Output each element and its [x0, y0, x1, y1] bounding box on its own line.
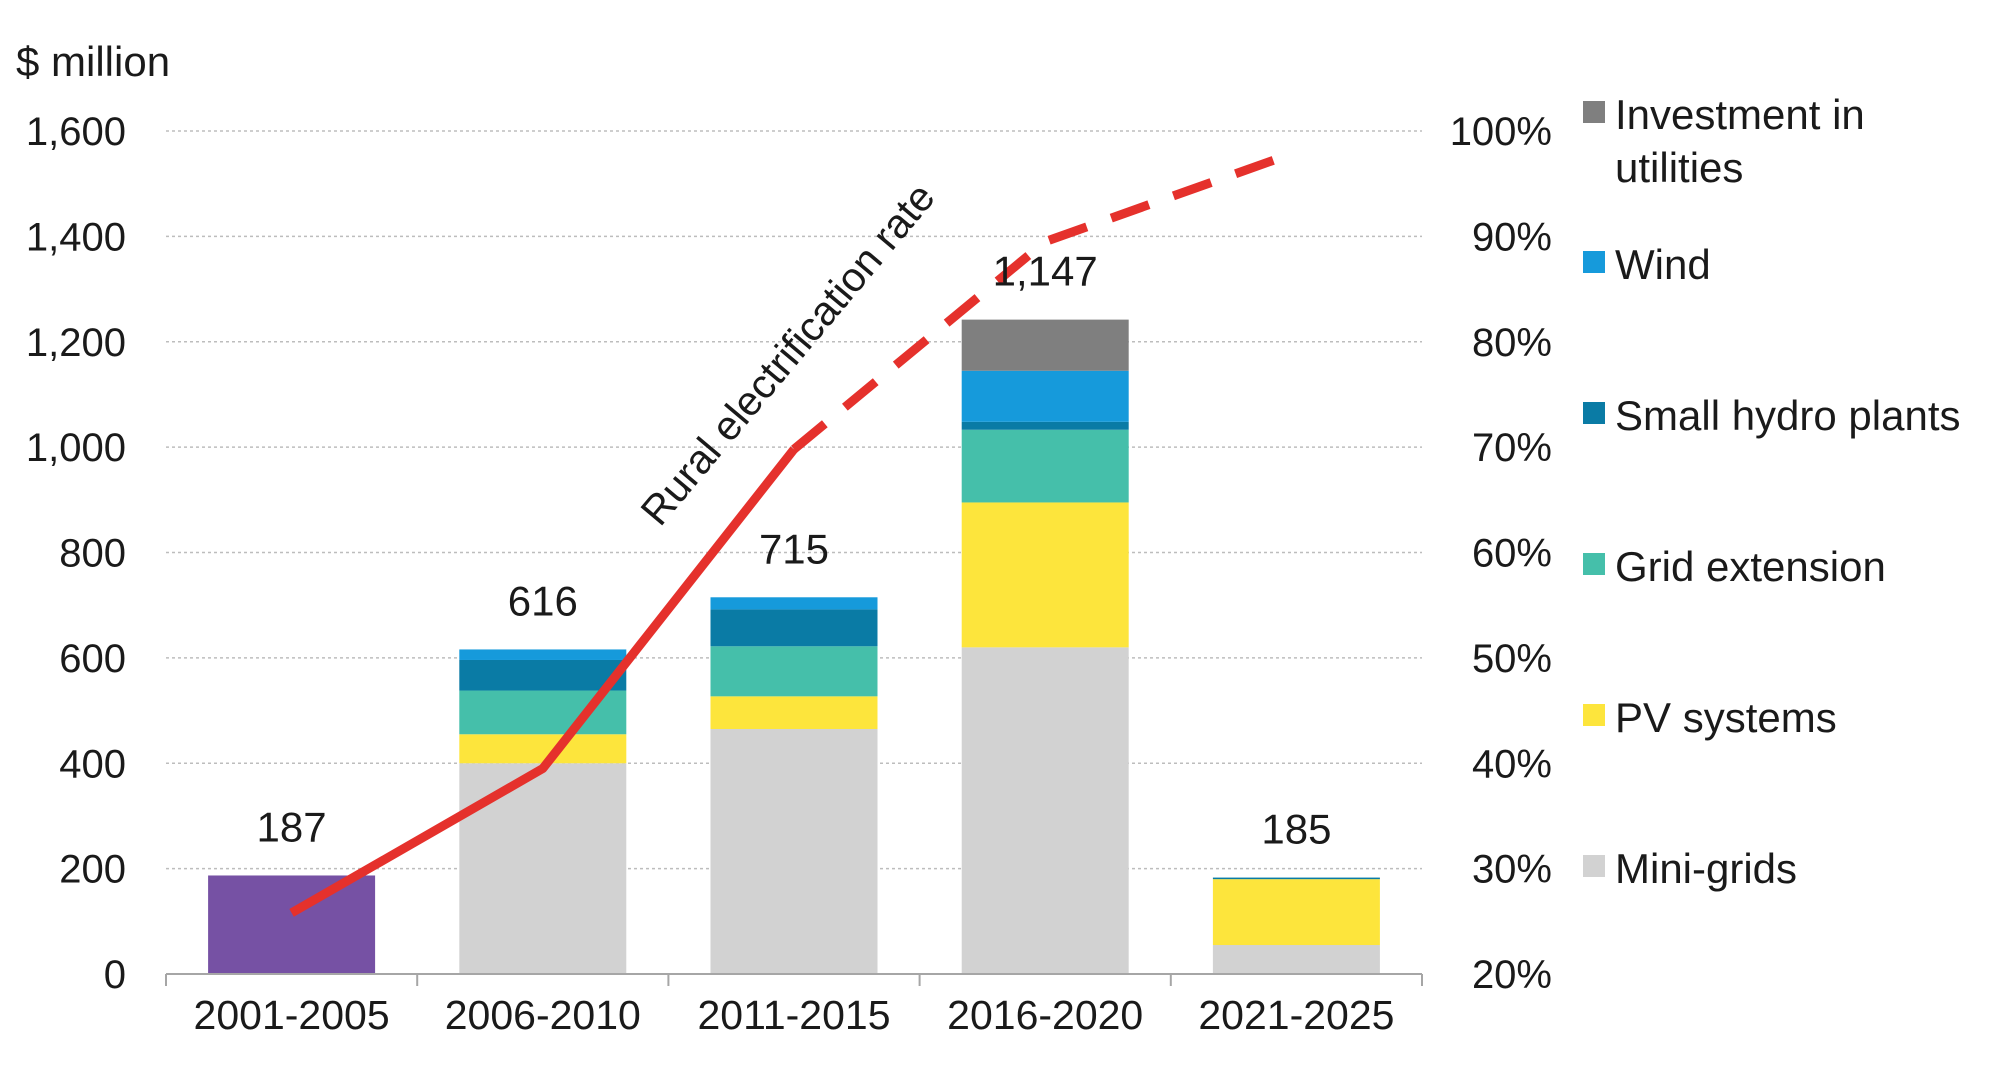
y2-tick-label: 30% — [1472, 848, 1552, 892]
bar-total-label: 1,147 — [993, 248, 1098, 295]
y-tick-label: 1,600 — [26, 110, 126, 154]
legend-swatch — [1583, 855, 1605, 877]
bar-segment-mini-grids — [710, 729, 878, 974]
label-layer: 0 200 400 600 800 1,000 1,200 1,400 1,600 20% 30% 4… — [26, 110, 1552, 1038]
bar-stack-group — [208, 319, 1380, 974]
bar-segment-pv-systems — [459, 734, 627, 764]
x-category-label: 2016-2020 — [947, 992, 1143, 1038]
y-tick-label: 600 — [59, 637, 126, 681]
legend-swatch — [1583, 251, 1605, 273]
legend-swatch — [1583, 704, 1605, 726]
electrification-line-layer — [289, 147, 1298, 917]
bar-segment-mini-grids — [1212, 945, 1380, 974]
bar-total-label: 185 — [1261, 806, 1331, 853]
y2-tick-label: 70% — [1472, 426, 1552, 470]
y-tick-label: 0 — [104, 953, 126, 997]
bar-segment-wind — [459, 649, 627, 660]
bar-segment-investment-in-utilities — [961, 319, 1129, 371]
legend-label: Investment in utilities — [1615, 91, 1865, 191]
y2-tick-label: 80% — [1472, 321, 1552, 365]
x-category-label: 2001-2005 — [194, 992, 390, 1038]
legend-swatch — [1583, 553, 1605, 575]
axes — [165, 973, 1423, 986]
legend-label: Wind — [1615, 241, 1711, 288]
y-axis-unit-label: $ million — [16, 38, 170, 85]
legend-swatch — [1583, 101, 1605, 123]
y2-tick-label: 100% — [1450, 110, 1552, 154]
y-tick-label: 800 — [59, 532, 126, 576]
bar-total-label: 616 — [508, 577, 578, 624]
y-tick-label: 1,400 — [26, 215, 126, 259]
legend-label: PV systems — [1615, 694, 1837, 741]
bar-segment-mini-grids — [961, 647, 1129, 974]
legend-label: Grid extension — [1615, 543, 1886, 590]
y2-tick-label: 90% — [1472, 215, 1552, 259]
y-tick-label: 1,000 — [26, 426, 126, 470]
bar-segment-mini-grids — [459, 763, 627, 974]
bar-segment-small-hydro-plants — [1212, 877, 1380, 880]
y-tick-label: 200 — [59, 848, 126, 892]
y2-tick-label: 40% — [1472, 742, 1552, 786]
legend: Investment in utilities Wind Small hydro pl… — [1583, 91, 1961, 892]
bar-segment-wind — [961, 370, 1129, 422]
bar-segment-pv-systems — [961, 502, 1129, 648]
x-category-label: 2006-2010 — [445, 992, 641, 1038]
y2-tick-label: 60% — [1472, 532, 1552, 576]
line-annotation: Rural electrification rate — [632, 174, 944, 533]
electrification-line-solid — [289, 446, 798, 917]
bar-segment-small-hydro-plants — [710, 609, 878, 647]
y2-tick-label: 50% — [1472, 637, 1552, 681]
y2-tick-label: 20% — [1472, 953, 1552, 997]
bar-segment-grid-extension — [710, 646, 878, 697]
bar-segment-pv-systems — [1212, 879, 1380, 946]
bar-segment-pv-systems — [710, 696, 878, 730]
bar-total-label: 187 — [257, 803, 327, 850]
bar-total-label: 715 — [759, 525, 829, 572]
legend-label: Mini-grids — [1615, 845, 1797, 892]
legend-label: Small hydro plants — [1615, 392, 1961, 439]
y-tick-label: 400 — [59, 742, 126, 786]
legend-swatch — [1583, 402, 1605, 424]
x-category-label: 2011-2015 — [697, 992, 890, 1038]
y-tick-label: 1,200 — [26, 321, 126, 365]
gridlines — [166, 130, 1422, 870]
bar-segment-small-hydro-plants — [459, 659, 627, 691]
bar-segment-unspecified — [208, 875, 376, 974]
bar-segment-wind — [710, 597, 878, 610]
bar-segment-small-hydro-plants — [961, 421, 1129, 430]
x-category-label: 2021-2025 — [1198, 992, 1394, 1038]
bar-segment-grid-extension — [961, 429, 1129, 503]
